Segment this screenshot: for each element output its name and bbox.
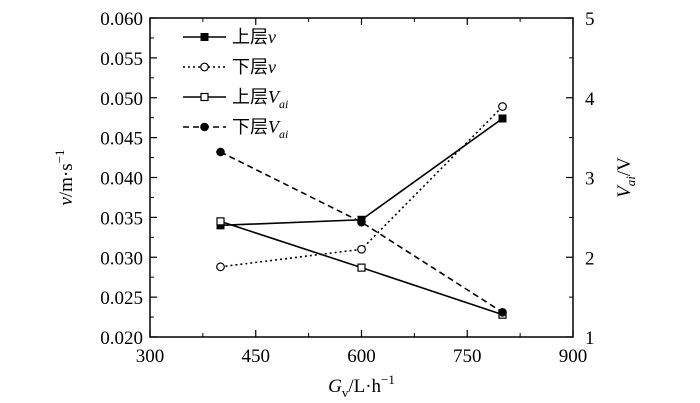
legend-label-symbol: v [268,57,276,77]
y-right-tick-label: 1 [585,328,595,349]
y-left-tick-label: 0.045 [100,129,143,150]
series-1-point [498,114,507,123]
series-3-point [357,263,366,272]
y-left-tick-label: 0.020 [100,328,143,349]
y-left-title-main: v [56,197,77,206]
series-4-line [220,151,503,313]
legend-entry-4: 下层Vai [183,117,288,141]
y-left-tick-label: 0.050 [100,89,143,110]
series-3 [216,217,507,319]
x-axis-title-main: G [328,376,342,397]
legend-label-sub: ai [279,97,288,111]
series-4-point [357,217,366,227]
x-axis-title: Gv/L·h−1 [328,372,395,400]
legend-marker [200,92,209,102]
legend-label-sub: ai [279,127,288,141]
legend-label-name: 下层 [232,117,268,138]
legend-marker [200,122,209,132]
x-tick-label: 750 [453,346,482,367]
legend-entry-2: 下层v [183,57,276,78]
series-2-point [498,102,507,111]
x-tick-label: 300 [136,346,165,367]
legend-label: 上层v [232,27,276,48]
series-4-point [498,307,507,317]
y-left-tick-label: 0.030 [100,248,143,269]
legend-label: 下层v [232,57,276,78]
x-axis-title-sub: v [342,385,349,400]
series-2 [216,102,507,272]
y-right-axis-title: Vai/V [614,157,638,198]
y-right-title-main: V [614,184,635,198]
y-right-tick-label: 5 [585,9,595,30]
y-left-title-rest: /m·s [56,163,77,197]
series-3-point [216,217,225,226]
legend-entry-3: 上层Vai [183,87,288,111]
legend-label-name: 上层 [232,27,268,48]
y-left-tick-label: 0.025 [100,288,143,309]
legend-label-name: 下层 [232,57,268,78]
legend-marker [200,33,209,41]
y-right-tick-label: 3 [585,169,595,190]
y-left-title-sup: −1 [52,149,67,163]
axis-ticks [149,17,574,338]
y-left-tick-label: 0.060 [100,9,143,30]
y-right-title-rest: /V [614,157,635,176]
y-left-tick-label: 0.040 [100,169,143,190]
y-right-tick-label: 2 [585,248,595,269]
y-right-title-sub: ai [623,176,638,187]
legend-label-symbol: V [268,87,281,107]
x-tick-label: 600 [347,346,376,367]
y-left-tick-label: 0.055 [100,49,143,70]
series-4 [216,147,507,317]
legend-marker [200,62,209,72]
x-tick-label: 450 [242,346,271,367]
x-axis-title-sup: −1 [381,372,395,387]
series-2-point [357,244,366,254]
series-layer [216,102,507,319]
plot-frame [149,17,574,338]
series-4-point [216,147,225,157]
legend-label-name: 上层 [232,87,268,108]
y-left-axis-title: v/m·s−1 [52,149,77,205]
legend-entry-1: 上层v [183,27,276,48]
x-axis-title-rest: /L·h [348,376,381,397]
legend-label: 下层Vai [232,117,288,141]
y-right-tick-label: 4 [585,89,595,110]
series-2-line [220,105,504,268]
legend-label-symbol: v [268,27,276,47]
x-tick-label: 900 [559,346,588,367]
legend-label-symbol: V [268,117,281,137]
tick-labels: 300 450 600 750 900 0.020 0.025 0.030 0.035 0.040… [100,9,595,367]
y-left-tick-label: 0.035 [100,208,143,229]
legend-label: 上层Vai [232,87,288,111]
series-2-point [216,262,225,272]
